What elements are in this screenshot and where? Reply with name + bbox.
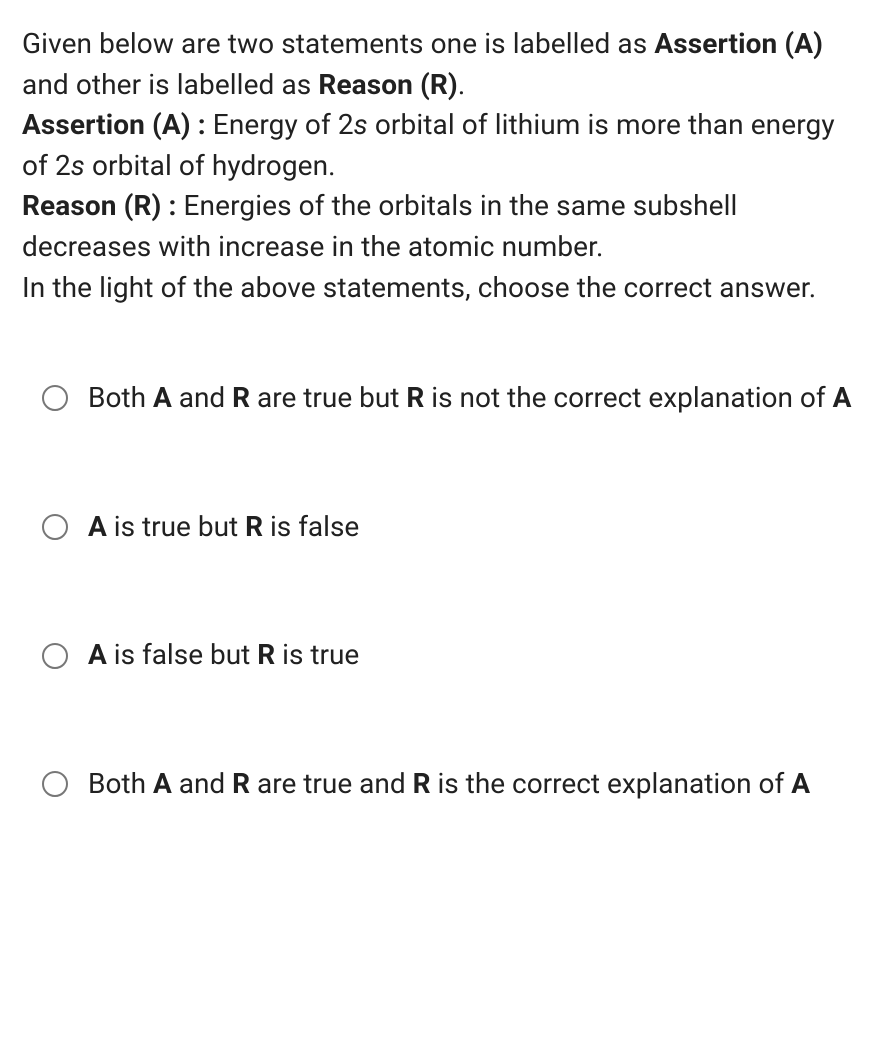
option-3[interactable]: A is false but R is true xyxy=(42,635,866,676)
assertion-italic-1: s xyxy=(354,108,368,141)
option-4-label: Both A and R are true and R is the corre… xyxy=(88,764,810,805)
question-text: Given below are two statements one is la… xyxy=(22,24,866,308)
option-2-label: A is true but R is false xyxy=(88,507,359,548)
radio-icon[interactable] xyxy=(42,514,68,540)
radio-icon[interactable] xyxy=(42,643,68,669)
assertion-italic-2: s xyxy=(71,149,85,182)
option-3-label: A is false but R is true xyxy=(88,635,359,676)
option-1-label: Both A and R are true but R is not the c… xyxy=(88,378,851,419)
assertion-text-pre: Energy of 2 xyxy=(206,108,354,141)
intro-post: . xyxy=(458,68,465,101)
assertion-text-post: orbital of hydrogen. xyxy=(85,149,336,182)
options-group: Both A and R are true but R is not the c… xyxy=(22,378,866,804)
option-4[interactable]: Both A and R are true and R is the corre… xyxy=(42,764,866,805)
option-1[interactable]: Both A and R are true but R is not the c… xyxy=(42,378,866,419)
intro-mid: and other is labelled as xyxy=(22,68,318,101)
assertion-prefix: Assertion (A) : xyxy=(22,108,206,141)
reason-label: Reason (R) xyxy=(318,68,457,101)
option-2[interactable]: A is true but R is false xyxy=(42,507,866,548)
reason-prefix: Reason (R) : xyxy=(22,189,177,222)
radio-icon[interactable] xyxy=(42,385,68,411)
assertion-label: Assertion (A) xyxy=(654,27,823,60)
intro-pre: Given below are two statements one is la… xyxy=(22,27,654,60)
closing-text: In the light of the above statements, ch… xyxy=(22,271,816,304)
radio-icon[interactable] xyxy=(42,771,68,797)
